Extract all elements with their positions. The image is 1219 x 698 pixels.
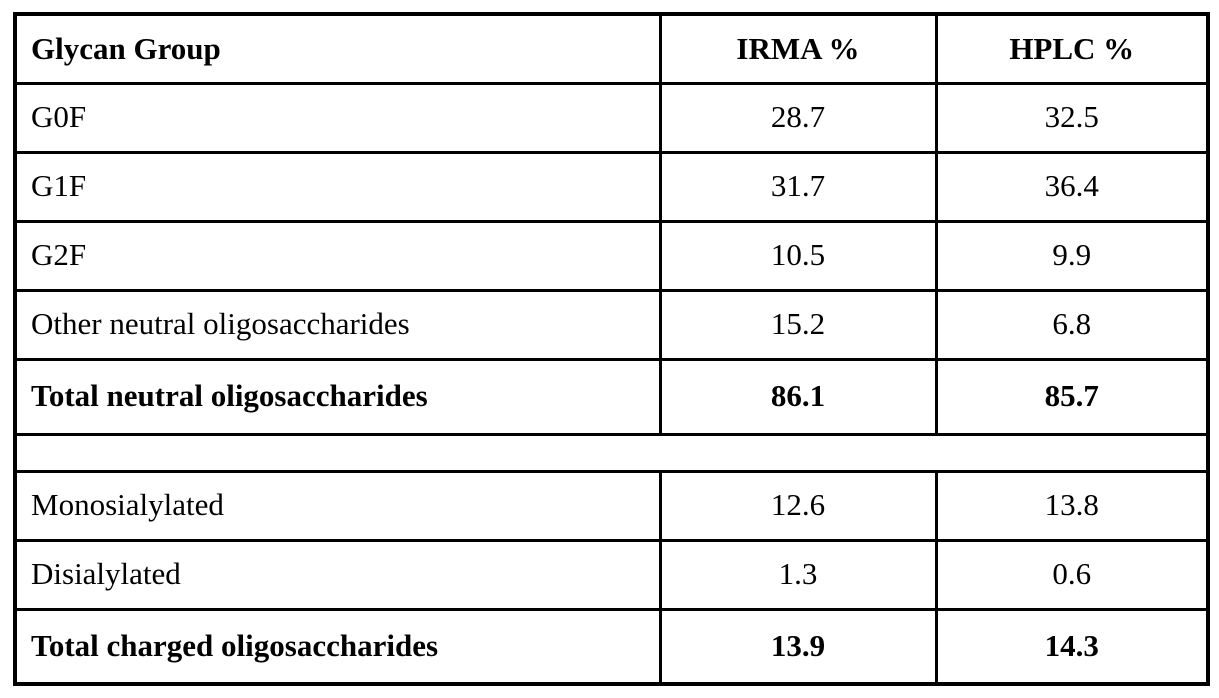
row-label: G2F (13, 219, 662, 292)
row-label: G0F (13, 81, 662, 154)
table-row-total-neutral: Total neutral oligosaccharides 86.1 85.7 (13, 357, 1210, 436)
column-header-glycan-group: Glycan Group (13, 12, 662, 85)
hplc-value: 85.7 (934, 357, 1210, 436)
hplc-value: 6.8 (934, 288, 1210, 361)
row-label: G1F (13, 150, 662, 223)
glycan-comparison-table: Glycan Group IRMA % HPLC % G0F 28.7 32.5… (13, 12, 1210, 686)
hplc-value: 13.8 (934, 469, 1210, 542)
irma-value: 13.9 (658, 607, 938, 686)
hplc-value: 36.4 (934, 150, 1210, 223)
table-row-g0f: G0F 28.7 32.5 (13, 81, 1210, 154)
irma-value: 1.3 (658, 538, 938, 611)
table-row-g2f: G2F 10.5 9.9 (13, 219, 1210, 292)
table-row-g1f: G1F 31.7 36.4 (13, 150, 1210, 223)
irma-value: 10.5 (658, 219, 938, 292)
spacer-cell (13, 432, 1210, 473)
hplc-value: 32.5 (934, 81, 1210, 154)
hplc-value: 14.3 (934, 607, 1210, 686)
irma-value: 28.7 (658, 81, 938, 154)
hplc-value: 9.9 (934, 219, 1210, 292)
row-label: Total charged oligosaccharides (13, 607, 662, 686)
row-label: Other neutral oligosaccharides (13, 288, 662, 361)
table-row-other-neutral: Other neutral oligosaccharides 15.2 6.8 (13, 288, 1210, 361)
column-header-irma: IRMA % (658, 12, 938, 85)
section-spacer-row (13, 432, 1210, 473)
irma-value: 15.2 (658, 288, 938, 361)
table-row-monosialylated: Monosialylated 12.6 13.8 (13, 469, 1210, 542)
row-label: Monosialylated (13, 469, 662, 542)
irma-value: 12.6 (658, 469, 938, 542)
column-header-hplc: HPLC % (934, 12, 1210, 85)
table-header-row: Glycan Group IRMA % HPLC % (13, 12, 1210, 85)
irma-value: 86.1 (658, 357, 938, 436)
irma-value: 31.7 (658, 150, 938, 223)
table-row-disialylated: Disialylated 1.3 0.6 (13, 538, 1210, 611)
row-label: Total neutral oligosaccharides (13, 357, 662, 436)
table-row-total-charged: Total charged oligosaccharides 13.9 14.3 (13, 607, 1210, 686)
row-label: Disialylated (13, 538, 662, 611)
hplc-value: 0.6 (934, 538, 1210, 611)
